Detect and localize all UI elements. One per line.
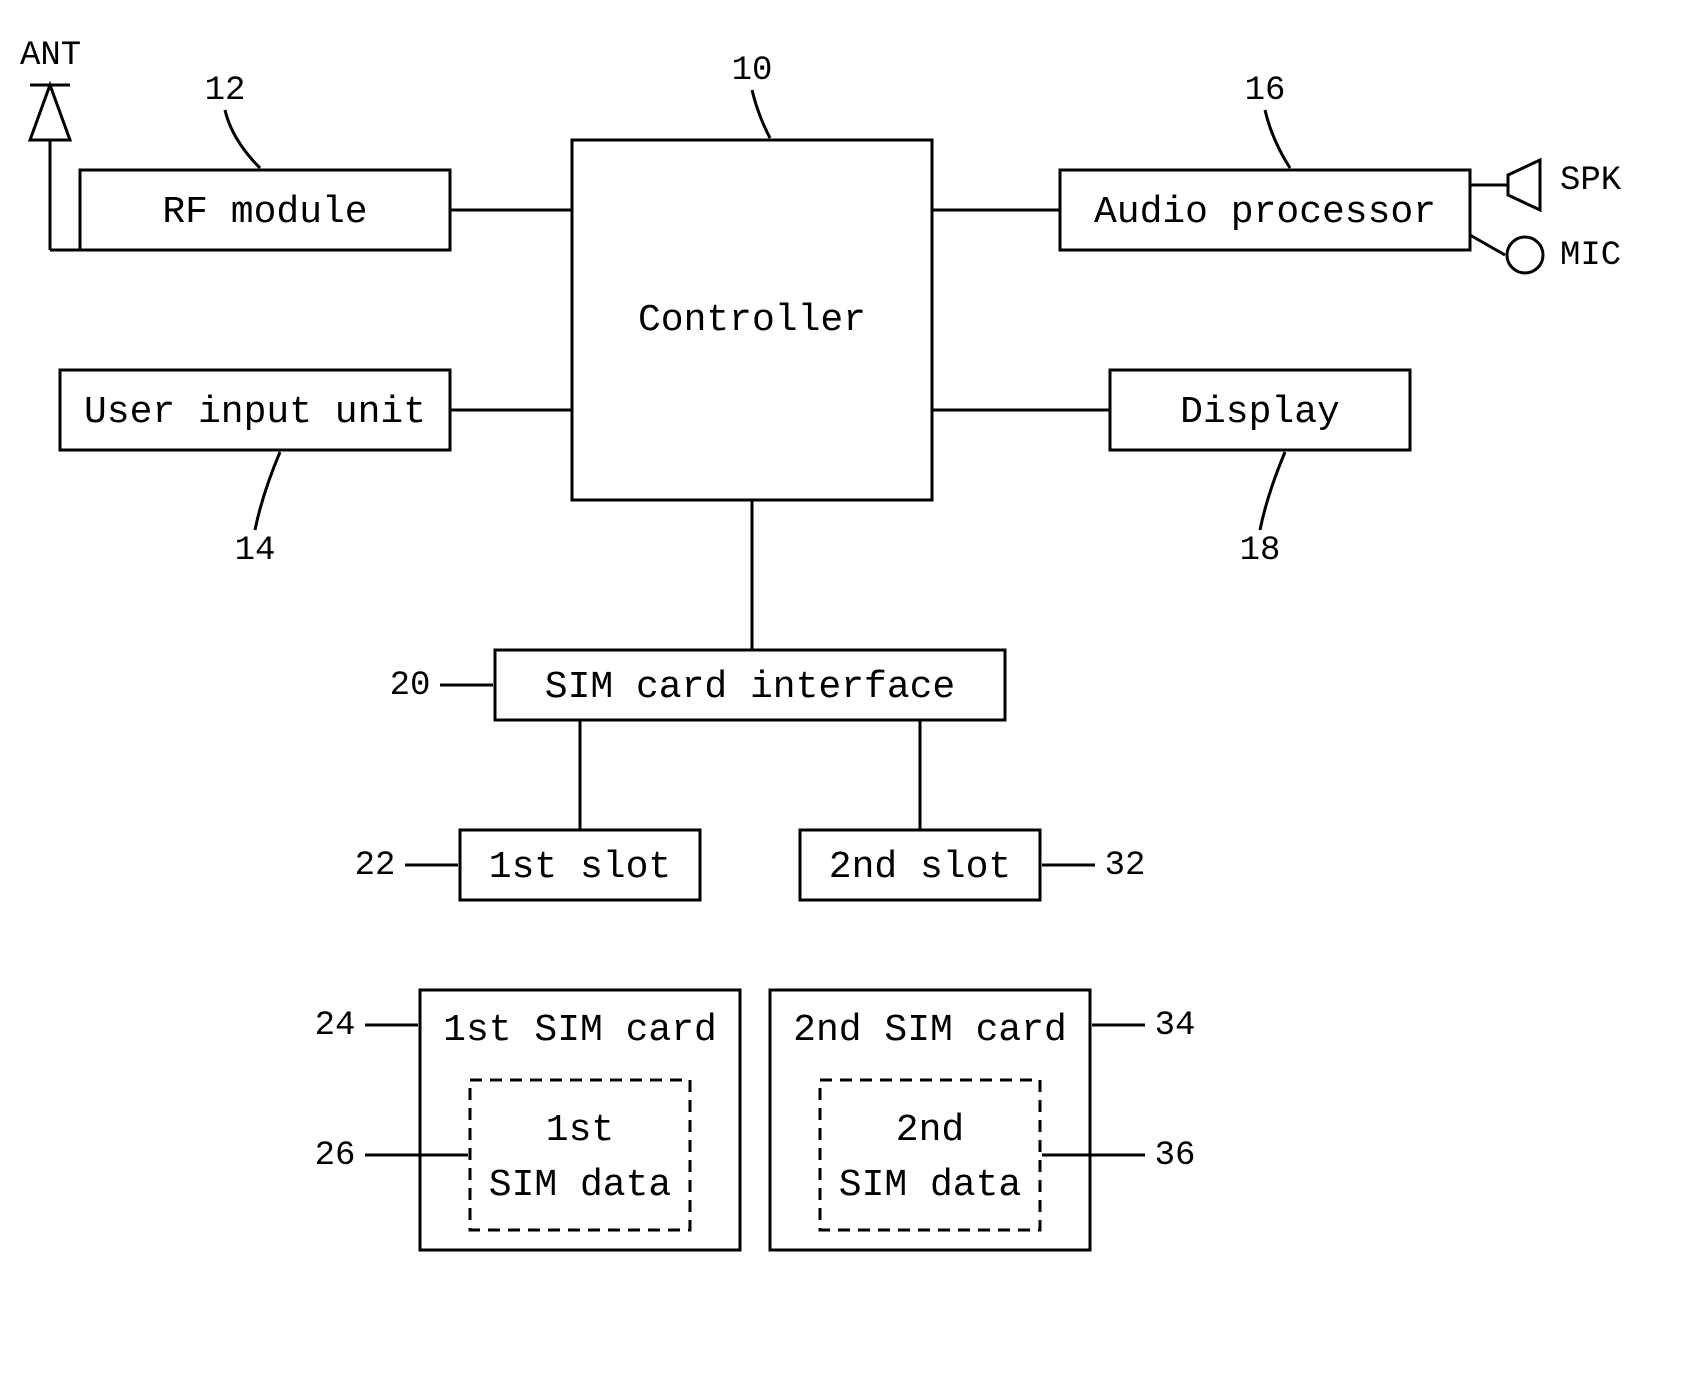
ref-34: 34 [1155,1007,1196,1045]
sim1-data-label2: SIM data [489,1164,671,1207]
ref-14: 14 [235,532,276,570]
sim-interface-label: SIM card interface [545,666,955,709]
antenna-icon: ANT [20,37,81,250]
antenna-label: ANT [20,37,81,75]
spk-label: SPK [1560,162,1622,200]
ref-12: 12 [205,72,246,110]
slot1-label: 1st slot [489,846,671,889]
sim1-data-label1: 1st [546,1109,614,1152]
ref-20: 20 [390,667,431,705]
ref-26: 26 [315,1137,356,1175]
rf-module-label: RF module [162,191,367,234]
speaker-icon: SPK [1470,160,1622,210]
ref-22: 22 [355,847,396,885]
mic-icon: MIC [1470,235,1621,275]
ref-16: 16 [1245,72,1286,110]
sim2-data-label2: SIM data [839,1164,1021,1207]
audio-processor-label: Audio processor [1094,191,1436,234]
ref-32: 32 [1105,847,1146,885]
ref-18: 18 [1240,532,1281,570]
sim2-label: 2nd SIM card [793,1009,1067,1052]
ref-24: 24 [315,1007,356,1045]
block-diagram: ANT RF module 12 Controller 10 Audio pro… [0,0,1694,1399]
sim1-label: 1st SIM card [443,1009,717,1052]
ref-10: 10 [732,52,773,90]
controller-label: Controller [638,299,866,342]
display-label: Display [1180,391,1340,434]
slot2-label: 2nd slot [829,846,1011,889]
user-input-label: User input unit [84,391,426,434]
ref-36: 36 [1155,1137,1196,1175]
sim2-data-label1: 2nd [896,1109,964,1152]
mic-label: MIC [1560,237,1621,275]
